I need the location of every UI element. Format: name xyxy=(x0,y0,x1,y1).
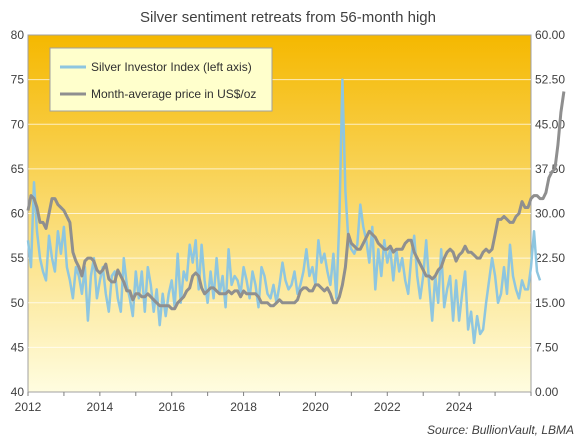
series-line-investor-index xyxy=(26,78,542,345)
x-tick-label: 2012 xyxy=(15,400,42,414)
left-tick-label: 45 xyxy=(11,340,25,354)
left-tick-label: 80 xyxy=(11,28,25,42)
x-tick-label: 2016 xyxy=(158,400,185,414)
right-tick-label: 52.50 xyxy=(535,73,565,87)
x-tick-label: 2018 xyxy=(230,400,257,414)
x-axis: 2012 2014 2016 2018 2020 2022 2024 xyxy=(15,392,532,414)
series-line-price xyxy=(26,91,566,311)
legend-label-price: Month-average price in US$/oz xyxy=(91,87,256,101)
legend-label-investor-index: Silver Investor Index (left axis) xyxy=(91,60,252,74)
x-tick-label: 2020 xyxy=(302,400,329,414)
right-tick-label: 37.50 xyxy=(535,162,565,176)
legend: Silver Investor Index (left axis) Month-… xyxy=(49,47,273,112)
left-tick-label: 65 xyxy=(11,162,25,176)
left-tick-label: 50 xyxy=(11,296,25,310)
left-tick-label: 60 xyxy=(11,207,25,221)
source-note: Source: BullionVault, LBMA xyxy=(427,423,574,437)
grid-layer xyxy=(28,79,531,348)
left-tick-label: 75 xyxy=(11,73,25,87)
left-tick-label: 55 xyxy=(11,251,25,265)
right-tick-label: 30.00 xyxy=(535,207,565,221)
x-tick-label: 2022 xyxy=(374,400,401,414)
left-tick-label: 70 xyxy=(11,117,25,131)
right-tick-label: 0.00 xyxy=(535,385,559,399)
chart-title: Silver sentiment retreats from 56-month … xyxy=(140,9,436,26)
left-tick-label: 40 xyxy=(11,385,25,399)
series-layer xyxy=(26,78,566,345)
x-tick-label: 2024 xyxy=(446,400,473,414)
right-axis: 0.00 7.50 15.00 22.50 30.00 37.50 45.00 52.50 60… xyxy=(535,28,565,399)
x-tick-label: 2014 xyxy=(87,400,114,414)
legend-box xyxy=(49,47,273,112)
right-tick-label: 45.00 xyxy=(535,117,565,131)
right-tick-label: 15.00 xyxy=(535,296,565,310)
right-tick-label: 22.50 xyxy=(535,251,565,265)
left-axis: 40 45 50 55 60 65 70 75 80 xyxy=(11,28,25,399)
right-tick-label: 60.00 xyxy=(535,28,565,42)
right-tick-label: 7.50 xyxy=(535,340,559,354)
